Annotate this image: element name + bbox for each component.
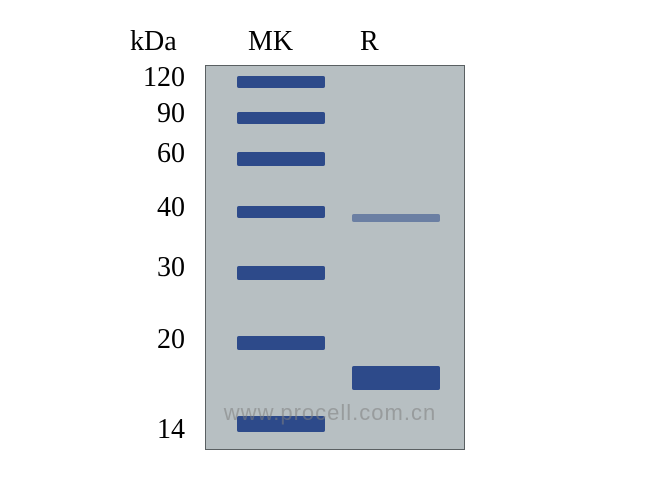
lane-sample <box>341 66 451 449</box>
gel-image-container: kDa MK R 120906040302014 www.procell.com… <box>0 0 670 500</box>
ladder-band <box>237 76 325 88</box>
ladder-band <box>237 416 325 432</box>
gel-panel <box>205 65 465 450</box>
lane-header-marker: MK <box>248 26 293 58</box>
mw-tick-label: 30 <box>125 252 185 284</box>
mw-tick-label: 90 <box>125 98 185 130</box>
y-axis-unit: kDa <box>130 26 177 58</box>
mw-tick-label: 40 <box>125 192 185 224</box>
ladder-band <box>237 336 325 350</box>
sample-band <box>352 214 440 222</box>
mw-tick-label: 120 <box>125 62 185 94</box>
mw-tick-label: 20 <box>125 324 185 356</box>
sample-band <box>352 366 440 390</box>
lane-marker <box>226 66 336 449</box>
ladder-band <box>237 266 325 280</box>
ladder-band <box>237 112 325 124</box>
mw-tick-label: 60 <box>125 138 185 170</box>
ladder-band <box>237 152 325 166</box>
ladder-band <box>237 206 325 218</box>
lane-header-sample: R <box>360 26 379 58</box>
mw-tick-label: 14 <box>125 414 185 446</box>
